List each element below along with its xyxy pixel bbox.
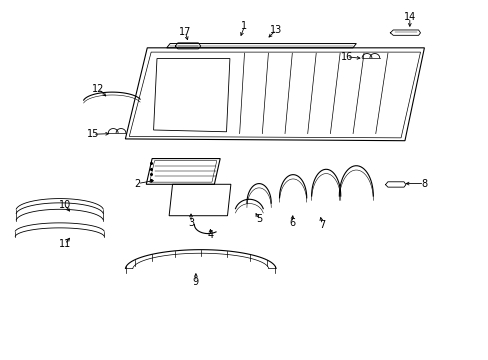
Text: 15: 15: [86, 129, 99, 139]
Text: 13: 13: [269, 25, 282, 35]
Text: 17: 17: [179, 27, 191, 37]
Text: 14: 14: [403, 13, 415, 22]
Text: 10: 10: [59, 200, 71, 210]
Text: 4: 4: [207, 230, 213, 240]
Text: 1: 1: [241, 21, 247, 31]
Text: 5: 5: [255, 214, 262, 224]
Text: 2: 2: [134, 179, 141, 189]
Text: 7: 7: [319, 220, 325, 230]
Text: 16: 16: [340, 52, 352, 62]
Text: 9: 9: [192, 277, 199, 287]
Text: 3: 3: [187, 218, 194, 228]
Text: 12: 12: [92, 84, 104, 94]
Text: 11: 11: [59, 239, 71, 249]
Text: 6: 6: [288, 218, 295, 228]
Text: 8: 8: [421, 179, 427, 189]
